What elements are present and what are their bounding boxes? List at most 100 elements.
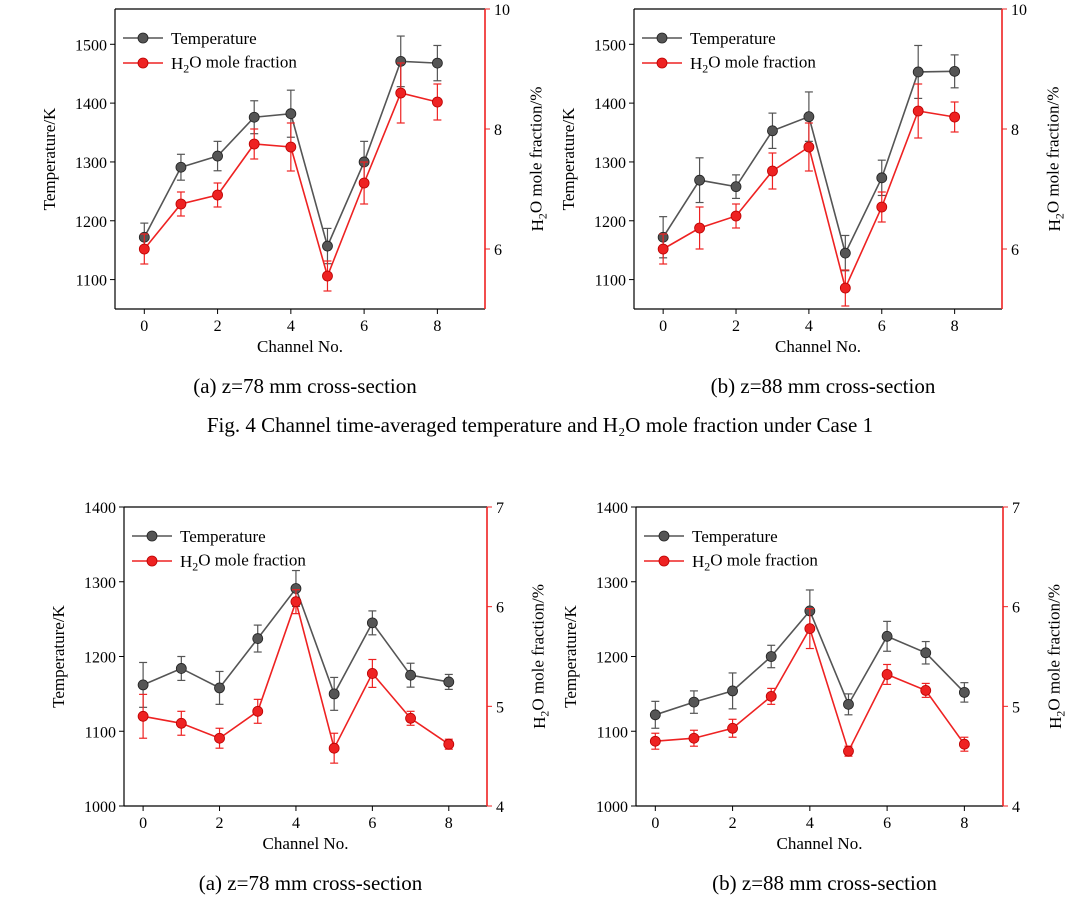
y2-axis-label: H2O mole fraction/% xyxy=(528,584,551,729)
y-tick-label: 1100 xyxy=(597,724,628,741)
x-axis-label: Channel No. xyxy=(777,834,863,853)
y-axis-label: Temperature/K xyxy=(40,107,59,210)
x-tick-label: 0 xyxy=(140,318,148,335)
data-point xyxy=(958,738,970,750)
data-point xyxy=(212,189,223,201)
data-point xyxy=(366,617,378,629)
data-point xyxy=(727,685,738,697)
x-tick-label: 0 xyxy=(651,815,659,832)
y2-tick-label: 7 xyxy=(1012,500,1020,517)
data-point xyxy=(912,66,924,78)
series-h2o xyxy=(657,83,961,307)
x-tick-label: 4 xyxy=(806,815,814,832)
data-point xyxy=(212,150,223,162)
data-point xyxy=(248,138,260,150)
legend: Temperature H2O mole fraction xyxy=(644,527,818,574)
data-point xyxy=(767,165,778,177)
y-tick-label: 1400 xyxy=(596,500,628,517)
legend-marker xyxy=(658,530,670,542)
data-point xyxy=(405,669,416,681)
y2-tick-label: 5 xyxy=(1012,699,1020,716)
data-point xyxy=(214,732,225,744)
data-point xyxy=(328,742,340,754)
x-axis-label: Channel No. xyxy=(257,337,343,356)
y2-tick-label: 10 xyxy=(1011,2,1027,19)
x-axis-label: Channel No. xyxy=(263,834,349,853)
data-point xyxy=(395,87,407,99)
x-tick-label: 0 xyxy=(139,815,147,832)
y2-tick-label: 6 xyxy=(496,600,504,617)
legend-marker xyxy=(658,555,670,567)
y-tick-label: 1300 xyxy=(594,155,626,172)
y-tick-label: 1400 xyxy=(84,500,116,517)
data-point xyxy=(285,108,297,120)
legend-marker xyxy=(656,32,668,44)
data-point xyxy=(730,210,742,222)
data-point xyxy=(688,732,700,744)
series-line xyxy=(142,598,450,751)
data-point xyxy=(727,722,738,734)
series-h2o xyxy=(649,608,970,757)
data-point xyxy=(881,630,893,642)
chart-panel-3: 0 2 4 6 8 1000 1100 1200 1300 1400 4 5 6 7 Channel No.… xyxy=(49,500,552,895)
x-tick-label: 8 xyxy=(433,318,441,335)
x-tick-label: 2 xyxy=(216,815,224,832)
y2-tick-label: 8 xyxy=(1011,122,1019,139)
y2-axis-label: H2O mole fraction/% xyxy=(1043,87,1066,232)
y-tick-label: 1300 xyxy=(75,155,107,172)
data-point xyxy=(958,686,970,698)
chart-panel-4: 0 2 4 6 8 1000 1100 1200 1300 1400 4 5 6 7 Channel No.… xyxy=(561,500,1068,895)
data-point xyxy=(657,243,669,255)
x-tick-label: 4 xyxy=(805,318,813,335)
data-point xyxy=(175,198,187,210)
x-tick-label: 6 xyxy=(368,815,376,832)
legend-label: H2O mole fraction xyxy=(180,550,306,573)
chart-panel-1: 0 2 4 6 8 1100 1200 1300 1400 1500 6 8 10 Channel No.… xyxy=(40,2,550,398)
legend-label: H2O mole fraction xyxy=(692,550,818,573)
data-point xyxy=(285,141,297,153)
data-point xyxy=(322,270,333,282)
y-tick-label: 1100 xyxy=(595,273,626,290)
data-point xyxy=(949,111,961,123)
data-point xyxy=(649,709,661,721)
data-point xyxy=(765,690,777,702)
x-tick-label: 4 xyxy=(292,815,300,832)
y-tick-label: 1500 xyxy=(75,37,107,54)
y2-tick-label: 5 xyxy=(496,699,504,716)
data-point xyxy=(252,633,264,644)
x-tick-label: 2 xyxy=(732,318,740,335)
data-point xyxy=(839,282,851,294)
panel-caption: (b) z=88 mm cross-section xyxy=(712,871,937,895)
legend-label: Temperature xyxy=(690,29,776,48)
y-axis-label: Temperature/K xyxy=(49,604,68,707)
series-temperature xyxy=(137,569,455,711)
data-point xyxy=(876,201,888,213)
data-point xyxy=(290,596,302,608)
data-point xyxy=(443,738,455,750)
legend-label: H2O mole fraction xyxy=(690,52,816,75)
data-point xyxy=(137,679,149,691)
y-tick-label: 1100 xyxy=(85,724,116,741)
legend-marker xyxy=(656,57,668,69)
data-point xyxy=(248,111,260,123)
x-tick-label: 8 xyxy=(445,815,453,832)
y-tick-label: 1300 xyxy=(84,575,116,592)
series-h2o xyxy=(137,589,455,764)
data-point xyxy=(843,745,854,757)
data-point xyxy=(765,651,777,662)
y2-axis-label: H2O mole fraction/% xyxy=(1044,584,1067,729)
y2-tick-label: 10 xyxy=(494,2,510,19)
data-point xyxy=(649,735,661,747)
panel-caption: (a) z=78 mm cross-section xyxy=(199,871,423,895)
y-tick-label: 1200 xyxy=(596,650,628,667)
data-point xyxy=(688,696,700,708)
data-point xyxy=(431,57,443,69)
legend-marker xyxy=(146,555,158,567)
x-tick-label: 0 xyxy=(659,318,667,335)
data-point xyxy=(366,668,378,679)
x-tick-label: 6 xyxy=(883,815,891,832)
data-point xyxy=(920,647,932,659)
legend: Temperature H2O mole fraction xyxy=(642,29,816,76)
y-tick-label: 1200 xyxy=(75,214,107,231)
x-tick-label: 6 xyxy=(878,318,886,335)
